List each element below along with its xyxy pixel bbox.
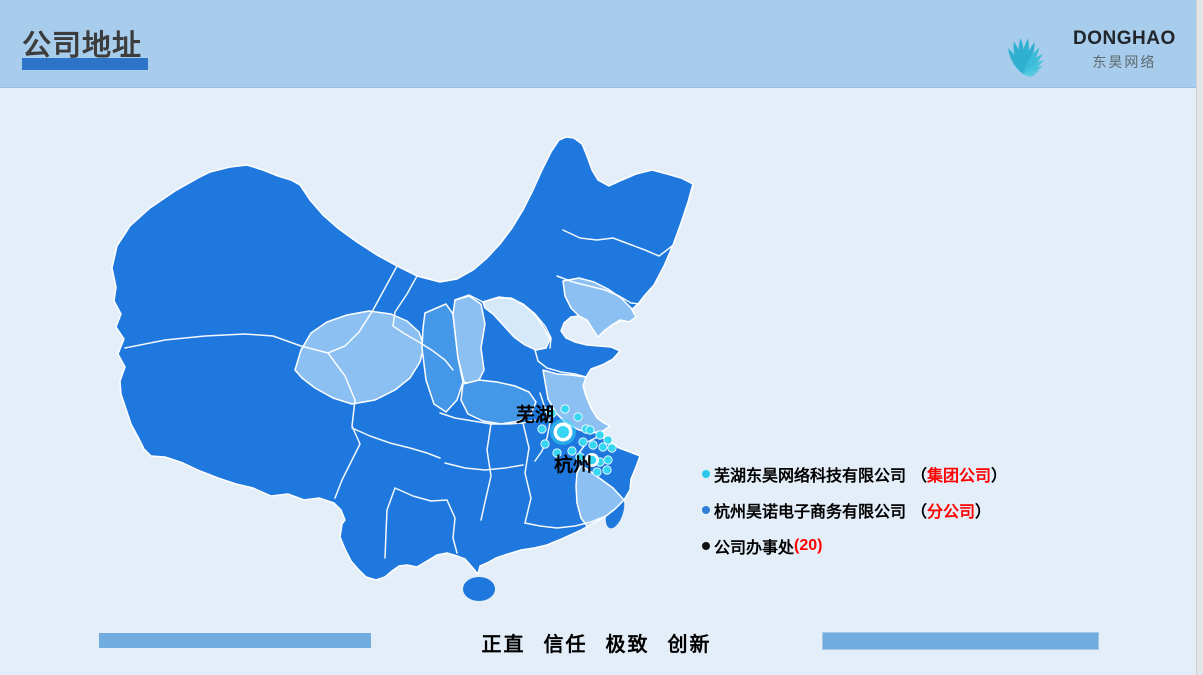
office-dot — [598, 442, 608, 452]
office-dot — [603, 435, 613, 445]
border-tibet-north — [124, 333, 329, 354]
office-dot — [588, 440, 598, 450]
office-dot — [603, 455, 613, 465]
border-anhui — [534, 392, 551, 462]
page-title: 公司地址 — [22, 30, 143, 62]
office-dot — [575, 452, 585, 462]
footer-bar-left — [99, 633, 371, 648]
title-underline — [22, 58, 148, 70]
legend-paren-open: （ — [911, 504, 928, 521]
border-shandong-south — [534, 349, 587, 378]
city-label: 芜湖 — [516, 403, 554, 426]
map-hainan-island — [463, 577, 495, 601]
province-liaoning — [562, 277, 637, 338]
window-edge-strip — [1196, 0, 1203, 675]
office-dot — [607, 443, 617, 453]
legend-highlight: (20) — [794, 537, 823, 554]
legend-paren-close: ） — [975, 504, 992, 521]
office-dot — [567, 446, 577, 456]
border-inner-mongolia-south — [454, 294, 552, 349]
motto-word: 信任 — [543, 633, 588, 656]
company-logo: DONGHAO 东昊网络 — [1007, 4, 1182, 82]
motto-word: 创新 — [667, 633, 712, 656]
border-hunan-jiangxi — [522, 422, 532, 524]
legend-bullet — [702, 542, 710, 550]
legend-highlight: 集团公司 — [927, 468, 992, 485]
motto-word: 正直 — [481, 633, 526, 656]
border-guizhou-guangxi — [394, 487, 458, 554]
legend-bullet — [702, 470, 710, 478]
border-sichuan-south — [351, 427, 441, 459]
office-dot — [552, 448, 562, 458]
china-map: 芜湖杭州 — [95, 118, 695, 618]
logo-name: DONGHAO — [1073, 28, 1176, 49]
border-hunan-guizhou — [480, 423, 492, 521]
legend-paren-open: （ — [911, 468, 928, 485]
branch-marker — [587, 455, 597, 465]
province-henan — [460, 379, 537, 425]
header-bar: 公司地址 DON — [0, 0, 1197, 88]
footer-bar-right — [822, 632, 1099, 650]
border-heilongjiang-jilin — [562, 229, 673, 257]
border-gansu — [392, 275, 454, 371]
border-xinjiang-east — [327, 265, 398, 354]
motto-word: 极致 — [605, 633, 650, 656]
legend-item-group-company: 芜湖东昊网络科技有限公司 （ 集团公司 ） — [702, 463, 1007, 485]
office-dot — [573, 412, 583, 422]
office-dot — [540, 439, 550, 449]
border-tibet-east — [327, 352, 361, 499]
office-dot — [585, 425, 595, 435]
border-guangdong-north — [524, 515, 607, 529]
province-fujian — [575, 464, 625, 527]
map-legend: 芜湖东昊网络科技有限公司 （ 集团公司 ） 杭州昊诺电子商务有限公司 （ 分公司… — [702, 463, 1007, 571]
office-dot — [602, 465, 612, 475]
office-dot — [537, 424, 547, 434]
border-yunnan-east — [384, 487, 396, 559]
office-dot — [578, 437, 588, 447]
office-dot — [560, 404, 570, 414]
legend-item-branch-company: 杭州昊诺电子商务有限公司 （ 分公司 ） — [702, 499, 1007, 521]
office-dot — [595, 430, 605, 440]
logo-subtitle: 东昊网络 — [1092, 54, 1157, 70]
border-jilin-liaoning — [556, 275, 641, 305]
feather-logo-icon — [1007, 38, 1044, 77]
legend-label: 芜湖东昊网络科技有限公司 — [714, 468, 907, 485]
province-shanxi — [452, 295, 486, 387]
office-dot — [592, 467, 602, 477]
legend-label: 公司办事处 — [714, 540, 795, 557]
company-motto: 正直 信任 极致 创新 — [371, 629, 822, 656]
legend-paren-close: ） — [991, 468, 1008, 485]
border-hubei-hunan — [444, 462, 524, 471]
legend-highlight: 分公司 — [927, 504, 976, 521]
office-dot — [547, 408, 557, 418]
legend-item-offices: 公司办事处 (20) — [702, 535, 1007, 557]
group-marker — [557, 426, 569, 438]
legend-bullet — [702, 506, 710, 514]
city-label: 杭州 — [554, 453, 592, 476]
legend-label: 杭州昊诺电子商务有限公司 — [714, 504, 907, 521]
